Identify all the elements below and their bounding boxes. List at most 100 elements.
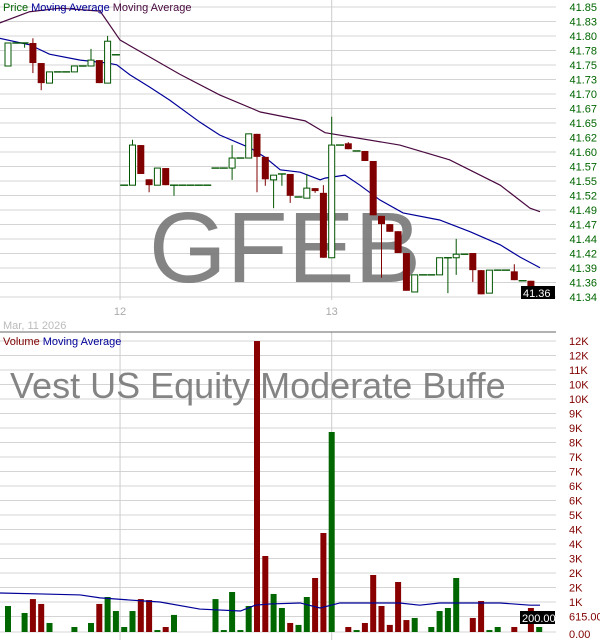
candle — [228, 145, 236, 180]
volume-bar — [536, 627, 543, 632]
candle-body-up — [436, 257, 444, 276]
volume-bar — [104, 597, 111, 632]
volume-bar — [229, 592, 236, 632]
candle-body-down — [469, 253, 477, 271]
price-tick-label: 41.60 — [569, 147, 597, 159]
candle-body-down — [394, 231, 402, 254]
candle — [452, 238, 460, 275]
volume-bar — [88, 622, 94, 632]
candle-body-down — [95, 60, 103, 84]
candle-body-down — [378, 215, 385, 225]
candle-body-down — [369, 160, 377, 216]
price-tick-label: 41.83 — [569, 17, 597, 29]
candle — [469, 253, 477, 282]
watermark-name: e Vest US Equity Moderate Buffe — [0, 365, 506, 406]
price-tick-label: 41.80 — [569, 31, 597, 43]
candle — [394, 231, 402, 254]
candle-body-up — [452, 253, 460, 259]
x-tick-label: 13 — [326, 306, 338, 318]
candle — [402, 253, 410, 291]
volume-tick-label: 11K — [569, 365, 588, 377]
candle — [162, 168, 170, 186]
volume-bar — [220, 630, 227, 632]
price-tick-label: 41.57 — [569, 162, 597, 174]
candle — [95, 60, 103, 84]
candle-body-up — [485, 269, 493, 294]
price-legend-item: Moving Average — [113, 2, 192, 14]
candle-body-up — [46, 71, 53, 84]
volume-bar — [444, 607, 451, 632]
price-tick-label: 41.67 — [569, 104, 597, 116]
volume-tick-label: 3K — [569, 554, 583, 566]
volume-bar — [345, 627, 352, 632]
candle-body-up — [4, 42, 12, 67]
candle — [361, 150, 369, 161]
candle-body-down — [253, 133, 261, 157]
price-tick-label: 41.47 — [569, 220, 597, 232]
price-tick-label: 41.78 — [569, 46, 597, 58]
price-tick-label: 41.49 — [569, 205, 597, 217]
volume-bar — [320, 533, 327, 632]
volume-bar — [29, 599, 36, 632]
candle-body-down — [162, 168, 170, 186]
candle-body-down — [286, 173, 294, 196]
volume-bar — [121, 627, 128, 632]
volume-bar — [486, 630, 493, 632]
volume-tick-label: 9K — [569, 423, 583, 435]
volume-bar — [411, 617, 418, 632]
volume-tick-label: 7K — [569, 467, 583, 479]
candle-body-up — [328, 144, 336, 259]
candle — [386, 224, 394, 232]
volume-bar — [287, 622, 294, 632]
volume-bar — [154, 630, 161, 632]
volume-bar — [378, 606, 385, 632]
volume-tick-label: 2K — [569, 568, 583, 580]
candle-body-down — [29, 42, 37, 64]
volume-bar — [137, 599, 144, 632]
volume-bar — [395, 582, 402, 632]
candle — [245, 133, 253, 159]
candle-body-up — [104, 40, 112, 84]
candle — [145, 179, 153, 193]
candle — [328, 116, 336, 259]
candle — [137, 145, 145, 174]
volume-tick-label: 4K — [569, 525, 583, 537]
volume-tick-label: 6K — [569, 496, 583, 508]
candle — [303, 173, 311, 199]
volume-bar — [46, 622, 53, 632]
candle-body-down — [361, 150, 369, 161]
volume-bar — [303, 597, 310, 632]
candle — [510, 264, 518, 281]
volume-bar — [96, 603, 103, 632]
candle-body-up — [87, 59, 95, 67]
volume-tick-label: 2K — [569, 583, 583, 595]
volume-bar — [5, 606, 11, 632]
candle-body-up — [228, 157, 236, 169]
candle-body-down — [37, 63, 45, 84]
candle — [286, 173, 294, 203]
candle — [477, 270, 485, 295]
volume-bar — [171, 614, 177, 632]
candle — [436, 257, 444, 276]
volume-bar — [254, 341, 260, 632]
price-tick-label: 41.34 — [569, 292, 597, 304]
candle — [261, 156, 269, 186]
candle-body-up — [129, 144, 136, 186]
candle — [443, 257, 452, 294]
volume-bar — [312, 578, 319, 632]
last-price-label: 41.36 — [523, 288, 551, 300]
volume-bar — [162, 627, 169, 632]
candle — [37, 63, 45, 91]
volume-bar — [270, 593, 277, 632]
candle-body-down — [386, 224, 394, 232]
volume-bar — [361, 622, 368, 632]
price-legend-item: Moving Average — [31, 2, 110, 14]
price-ma-long-line — [0, 7, 541, 213]
candle — [369, 160, 377, 216]
candle — [4, 42, 12, 67]
volume-legend-item: Moving Average — [43, 336, 122, 348]
volume-bar — [38, 603, 45, 632]
candle-body-up — [153, 167, 161, 186]
volume-bar — [403, 620, 410, 632]
volume-bar — [21, 612, 28, 632]
